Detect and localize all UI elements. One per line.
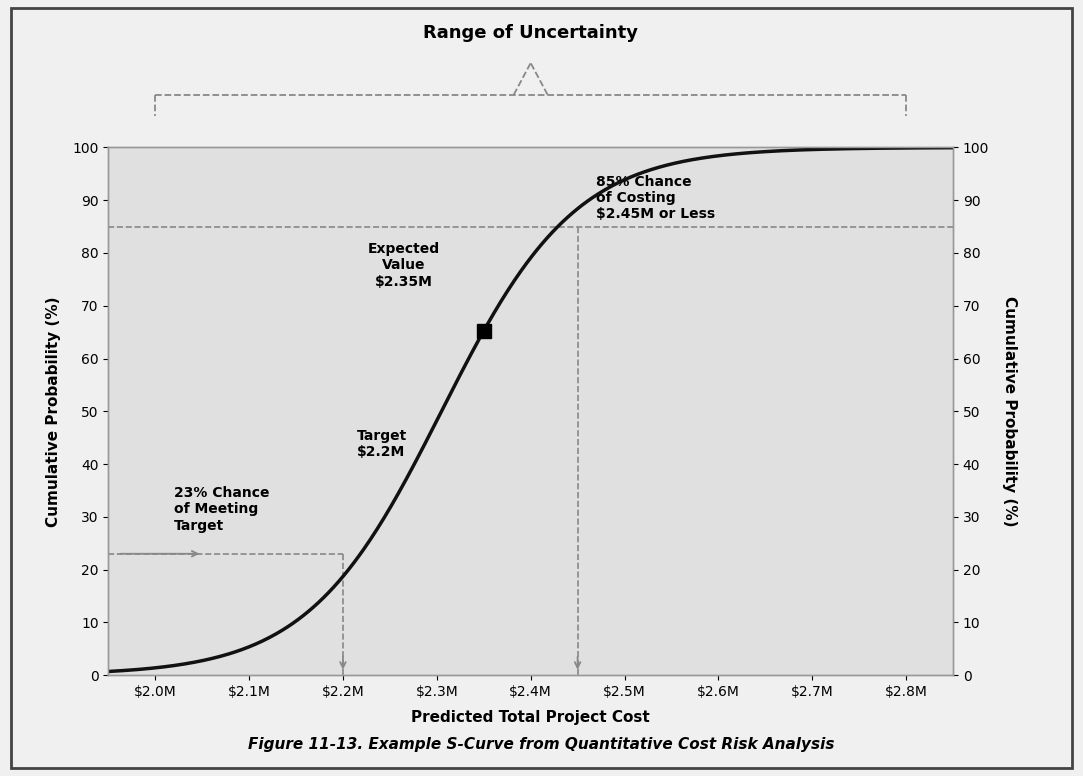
X-axis label: Predicted Total Project Cost: Predicted Total Project Cost: [412, 710, 650, 725]
Text: 85% Chance
of Costing
$2.45M or Less: 85% Chance of Costing $2.45M or Less: [597, 175, 716, 221]
Y-axis label: Cumulative Probability (%): Cumulative Probability (%): [47, 296, 61, 527]
Y-axis label: Cumulative Probability (%): Cumulative Probability (%): [1002, 296, 1017, 527]
Text: Expected
Value
$2.35M: Expected Value $2.35M: [368, 242, 440, 289]
Text: Target
$2.2M: Target $2.2M: [357, 428, 407, 459]
Text: Range of Uncertainty: Range of Uncertainty: [423, 24, 638, 42]
Text: Figure 11-13. Example S-Curve from Quantitative Cost Risk Analysis: Figure 11-13. Example S-Curve from Quant…: [248, 737, 835, 753]
Text: 23% Chance
of Meeting
Target: 23% Chance of Meeting Target: [174, 487, 270, 532]
